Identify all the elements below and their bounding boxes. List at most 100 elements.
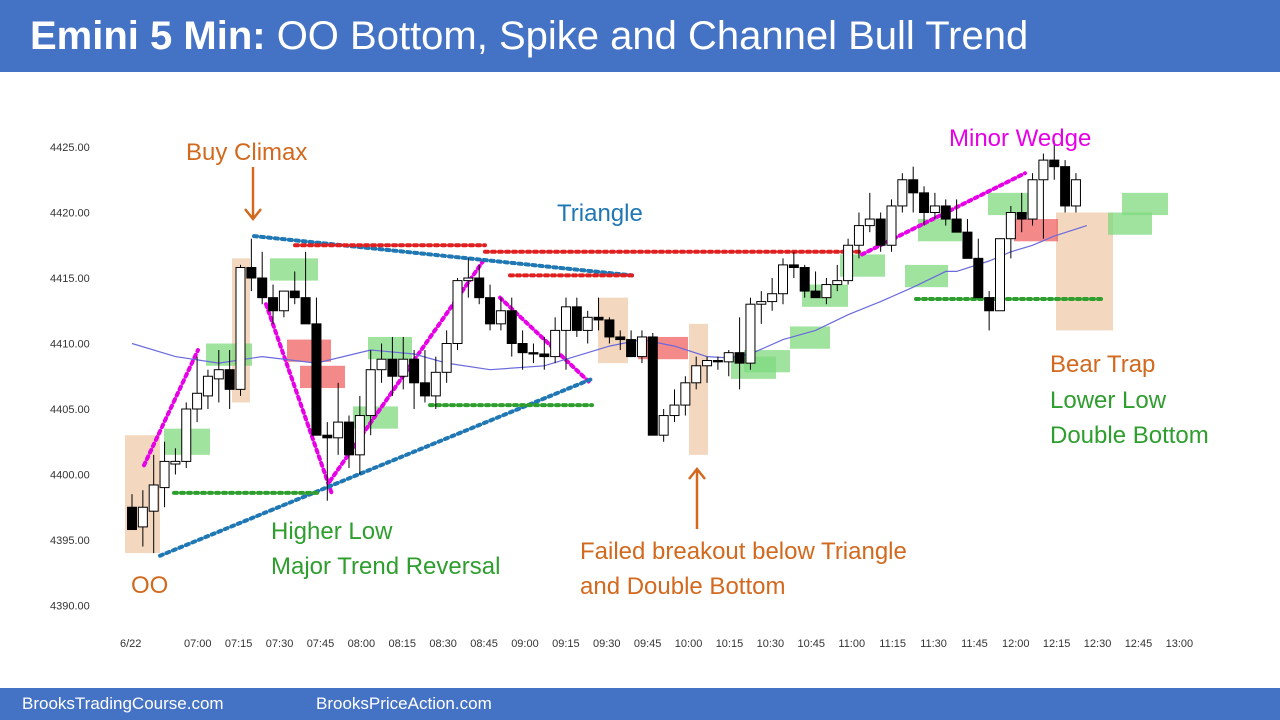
x-axis-ticks: 6/22 07:00 07:15 07:30 07:45 08:00 08:15 08:30 0… — [120, 638, 1193, 650]
bull-candle — [278, 290, 289, 312]
bear-candle — [344, 421, 354, 456]
x-tick-label: 12:00 — [1002, 638, 1030, 650]
green-highlight-box — [905, 264, 948, 288]
bull-candle — [1005, 212, 1016, 240]
bull-candle — [832, 280, 843, 286]
highlight-boxes — [125, 192, 1168, 554]
bear-candle — [615, 336, 626, 341]
magenta-dotted-line — [142, 348, 200, 468]
blue-dotted-line — [158, 376, 594, 558]
bull-candle — [756, 301, 767, 305]
footer-left-link[interactable]: BrooksTradingCourse.com — [22, 694, 224, 713]
bull-candle — [1027, 179, 1038, 220]
annotation-buy-climax: Buy Climax — [186, 139, 307, 166]
bull-candle — [333, 421, 344, 439]
annotation-triangle: Triangle — [557, 200, 643, 227]
bear-candle — [289, 290, 300, 299]
x-tick-label: 08:30 — [429, 638, 457, 650]
y-axis-ticks: 4425.00 4420.00 4415.00 4410.00 4405.00 4400.… — [50, 142, 90, 613]
bull-candle — [853, 225, 864, 246]
bear-candle — [940, 205, 951, 220]
bull-candle — [843, 244, 854, 282]
bull-candle — [691, 365, 702, 384]
bear-candle — [951, 218, 962, 233]
green-highlight-box — [744, 350, 790, 373]
bull-candle — [767, 293, 778, 303]
green-highlight-box — [270, 258, 318, 281]
x-tick-label: 09:45 — [634, 638, 662, 650]
x-tick-label: 11:15 — [879, 638, 906, 650]
bull-candle — [995, 238, 1005, 312]
magenta-dotted-line — [264, 302, 334, 497]
green-highlight-box — [790, 326, 830, 349]
bull-candle — [452, 280, 463, 344]
bear-candle — [409, 358, 420, 384]
bear-candle — [712, 360, 723, 363]
bull-candle — [354, 415, 365, 456]
x-tick-label: 12:15 — [1043, 638, 1071, 650]
bull-candle — [202, 375, 213, 397]
bear-candle — [875, 218, 886, 246]
bull-candle — [1038, 159, 1049, 181]
footer-right-link[interactable]: BrooksPriceAction.com — [316, 694, 492, 713]
bear-candle — [322, 434, 333, 439]
bull-candle — [463, 277, 474, 282]
x-tick-label: 07:45 — [307, 638, 335, 650]
footer-bar: BrooksTradingCourse.com BrooksPriceActio… — [0, 688, 1280, 720]
green-highlight-box — [1108, 212, 1152, 235]
x-tick-label: 07:00 — [184, 638, 212, 650]
x-tick-label: 08:15 — [389, 638, 417, 650]
bull-candle — [550, 329, 561, 358]
bull-candle — [636, 336, 647, 358]
bear-candle — [224, 369, 235, 390]
bear-candle — [1060, 166, 1071, 207]
bull-candle — [561, 306, 571, 331]
bear-candle — [300, 297, 311, 325]
green-highlight-box — [988, 192, 1032, 216]
bear-candle — [528, 352, 539, 355]
green-highlight-box — [918, 219, 962, 242]
bull-candle — [658, 415, 669, 436]
green-highlight-box — [1122, 192, 1168, 216]
bear-candle — [647, 336, 658, 436]
bear-candle — [962, 231, 973, 259]
title-bar: Emini 5 Min: OO Bottom, Spike and Channe… — [0, 0, 1280, 72]
bear-candle — [1049, 159, 1060, 168]
bull-candle — [148, 484, 159, 512]
bear-candle — [604, 319, 615, 338]
annotation-oo: OO — [131, 572, 168, 599]
x-tick-label: 09:30 — [593, 638, 621, 650]
bear-candle — [734, 352, 745, 364]
x-tick-label: 09:15 — [552, 638, 580, 650]
bear-candle — [593, 316, 604, 321]
bull-candle — [702, 360, 713, 367]
bull-candle — [897, 179, 908, 207]
x-tick-label: 12:30 — [1084, 638, 1112, 650]
annotation-major-trend-reversal: Major Trend Reversal — [271, 553, 500, 580]
arrow-head — [244, 208, 262, 222]
x-tick-label: 13:00 — [1166, 638, 1194, 650]
bear-candle — [1016, 212, 1027, 220]
tan-highlight-box — [1056, 212, 1113, 331]
bull-candle — [376, 358, 387, 371]
red-highlight-box — [300, 365, 345, 389]
bear-candle — [387, 358, 398, 377]
bull-candle — [723, 352, 734, 363]
bull-candle — [1070, 179, 1081, 207]
x-tick-label: 10:30 — [757, 638, 785, 650]
bear-candle — [517, 343, 528, 354]
annotation-lower-low: Lower Low — [1050, 387, 1167, 414]
bear-candle — [788, 264, 799, 269]
title-rest: OO Bottom, Spike and Channel Bull Trend — [265, 14, 1029, 58]
x-tick-label: 11:30 — [920, 638, 947, 650]
y-tick-label: 4400.00 — [50, 470, 90, 482]
x-tick-label: 07:15 — [225, 638, 253, 650]
bear-candle — [626, 339, 637, 358]
x-tick-label: 10:00 — [675, 638, 703, 650]
x-tick-label: 10:15 — [716, 638, 744, 650]
bear-candle — [919, 192, 930, 213]
bull-candle — [430, 371, 441, 397]
bull-candle — [192, 392, 203, 410]
annotation-double-bottom-green: Double Bottom — [1050, 422, 1209, 449]
y-tick-label: 4420.00 — [50, 208, 90, 220]
